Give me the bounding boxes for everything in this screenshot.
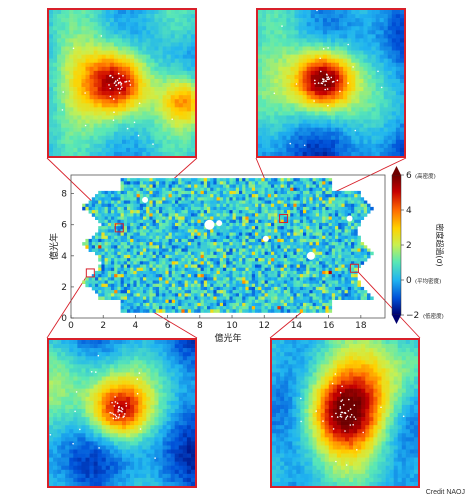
credit-text: Credit NAOJ [425,489,465,496]
highlight-box [85,268,95,278]
y-tick-label: 6 [61,221,67,231]
y-tick-label: 2 [61,283,67,293]
colorbar-tick-label: 0 [406,276,412,286]
x-tick-label: 8 [197,321,203,331]
y-axis-label: 億光年 [48,233,60,260]
colorbar-tick-label: 2 [406,241,412,251]
colorbar-tick-label: −2 [406,311,419,321]
inset-heatmap [49,10,195,156]
colorbar-tick-label: 4 [406,206,412,216]
colorbar-tick-label: 6 [406,171,412,181]
highlight-box [349,263,359,273]
highlight-box [279,214,289,224]
density-map [82,178,374,313]
inset-bottom-left [47,338,197,488]
inset-top-right [256,8,406,158]
y-tick-label: 0 [61,314,67,324]
x-tick-label: 2 [100,321,106,331]
x-axis-label: 億光年 [214,332,241,344]
inset-heatmap [49,340,195,486]
inset-top-left [47,8,197,158]
inset-bottom-right [270,338,420,488]
colorbar-annotation-low: (低密度) [423,312,444,320]
colorbar-annotation-mean: (平均密度) [415,277,441,285]
inset-heatmap [258,10,404,156]
x-tick-label: 12 [259,321,270,331]
x-tick-label: 6 [165,321,171,331]
colorbar: −2 0 2 4 6 (高密度) (平均密度) (低密度) 密度超過(σ) [391,166,445,324]
x-tick-label: 10 [226,321,238,331]
x-tick-label: 4 [133,321,139,331]
zoom-connector [46,276,87,339]
colorbar-annotation-high: (高密度) [415,172,436,180]
x-tick-label: 0 [68,321,74,331]
x-tick-label: 14 [291,321,303,331]
zoom-connector [358,271,421,339]
y-tick-label: 8 [61,190,67,200]
colorbar-label: 密度超過(σ) [435,223,445,266]
x-tick-label: 18 [355,321,367,331]
inset-heatmap [272,340,418,486]
y-tick-label: 4 [61,252,67,262]
highlight-box [114,223,124,233]
x-tick-label: 16 [323,321,335,331]
